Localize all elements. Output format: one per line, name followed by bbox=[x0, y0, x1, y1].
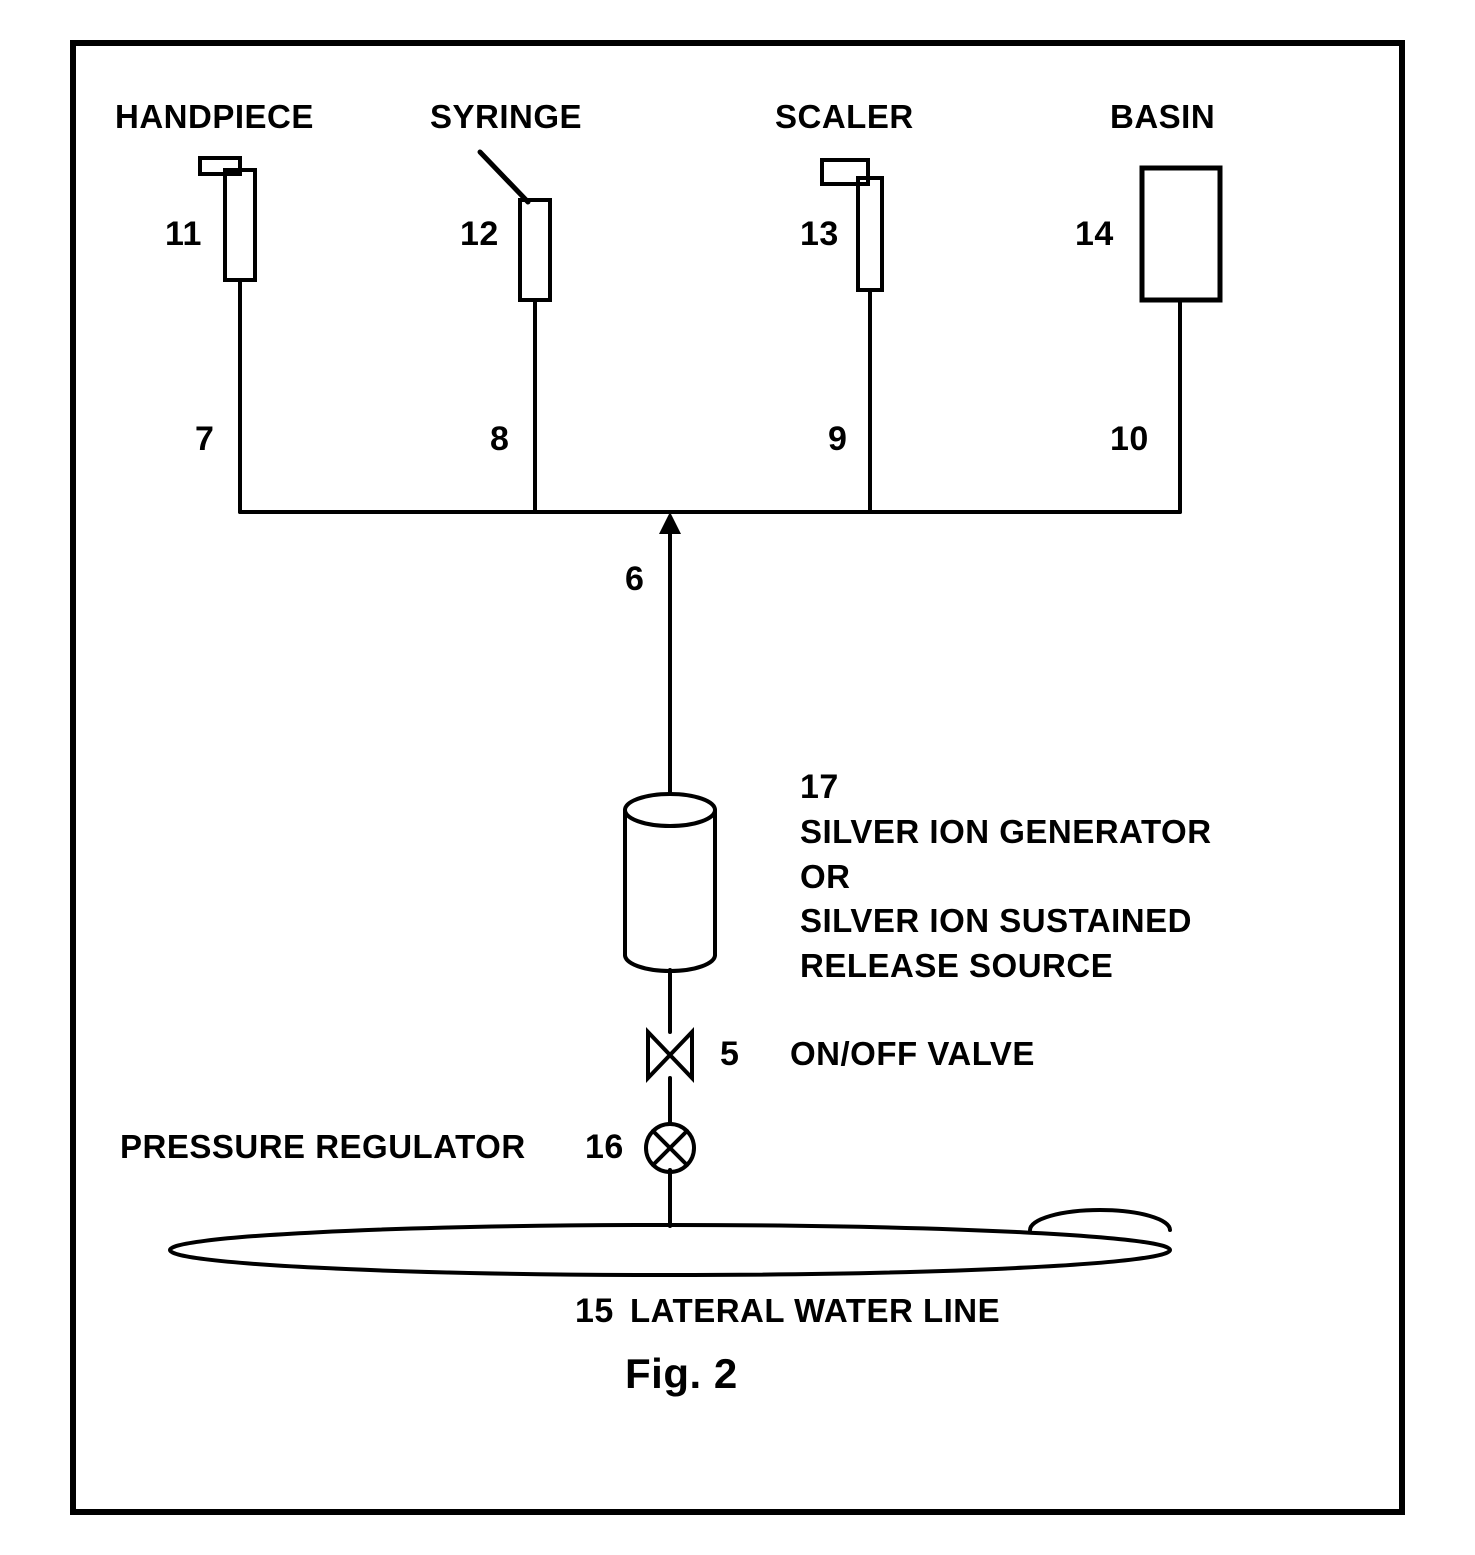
label-regulator: PRESSURE REGULATOR bbox=[120, 1128, 526, 1166]
diagram-canvas: HANDPIECE SYRINGE SCALER BASIN 11 12 13 … bbox=[0, 0, 1475, 1555]
num-syringe: 12 bbox=[460, 215, 499, 254]
label-silver-ion: SILVER ION GENERATOR OR SILVER ION SUSTA… bbox=[800, 810, 1212, 988]
num-branch-9: 9 bbox=[828, 420, 847, 459]
label-syringe-title: SYRINGE bbox=[430, 98, 582, 136]
num-branch-7: 7 bbox=[195, 420, 214, 459]
num-handpiece: 11 bbox=[165, 215, 202, 254]
label-valve: ON/OFF VALVE bbox=[790, 1035, 1035, 1073]
pressure-regulator-icon bbox=[646, 1124, 694, 1172]
figure-label: Fig. 2 bbox=[625, 1350, 738, 1398]
num-branch-10: 10 bbox=[1110, 420, 1149, 459]
label-basin-title: BASIN bbox=[1110, 98, 1215, 136]
num-scaler: 13 bbox=[800, 215, 839, 254]
num-main-riser: 6 bbox=[625, 560, 644, 599]
onoff-valve-icon bbox=[648, 1032, 692, 1078]
num-silver-ion: 17 bbox=[800, 768, 839, 807]
num-valve: 5 bbox=[720, 1035, 739, 1074]
num-lateral: 15 bbox=[575, 1292, 614, 1331]
silver-ion-generator-icon bbox=[625, 794, 715, 971]
num-branch-8: 8 bbox=[490, 420, 509, 459]
branch-scaler bbox=[822, 160, 882, 512]
label-scaler-title: SCALER bbox=[775, 98, 914, 136]
label-lateral: LATERAL WATER LINE bbox=[630, 1292, 1000, 1330]
label-handpiece-title: HANDPIECE bbox=[115, 98, 314, 136]
branch-basin bbox=[1142, 168, 1220, 512]
num-regulator: 16 bbox=[585, 1128, 624, 1167]
flow-arrow-icon bbox=[659, 512, 681, 534]
num-basin: 14 bbox=[1075, 215, 1114, 254]
